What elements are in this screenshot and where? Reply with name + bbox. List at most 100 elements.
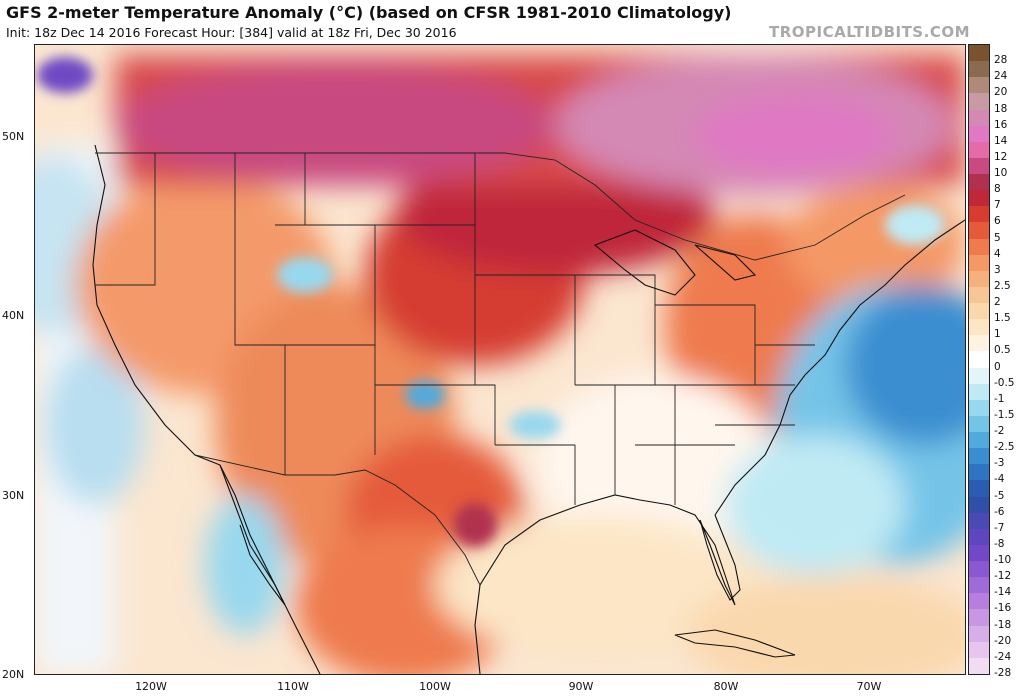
- colorbar-label: 2.5: [994, 279, 1011, 292]
- colorbar-label: 18: [994, 102, 1008, 115]
- colorbar-label: 0.5: [994, 344, 1011, 357]
- colorbar-swatch: [969, 609, 989, 627]
- colorbar-label: -16: [994, 602, 1012, 615]
- colorbar-swatch: [969, 157, 989, 175]
- colorbar-label: -8: [994, 537, 1005, 550]
- map-title: GFS 2-meter Temperature Anomaly (°C) (ba…: [6, 3, 732, 22]
- lon-label-80w: 80W: [713, 680, 739, 693]
- colorbar-label: 16: [994, 118, 1008, 131]
- colorbar-swatch: [969, 190, 989, 207]
- colorbar-label: 12: [994, 150, 1008, 163]
- colorbar-swatch: [969, 303, 989, 320]
- colorbar-swatch: [969, 464, 989, 481]
- colorbar-swatch: [969, 593, 989, 610]
- colorbar-label: -2.5: [994, 441, 1015, 454]
- colorbar-label: 7: [994, 199, 1001, 212]
- anomaly-map: [34, 44, 966, 675]
- colorbar-label: 2: [994, 296, 1001, 309]
- colorbar-label: 4: [994, 247, 1001, 260]
- colorbar-label: -3: [994, 457, 1005, 470]
- colorbar-label: -12: [994, 570, 1012, 583]
- colorbar-swatch: [969, 77, 989, 94]
- cuba: [674, 629, 796, 658]
- colorbar-swatch: [969, 174, 989, 191]
- colorbar-label: 24: [994, 70, 1008, 83]
- lat-label-40n: 40N: [2, 309, 25, 322]
- baja-peninsula: [219, 464, 286, 606]
- colorbar-label: 6: [994, 215, 1001, 228]
- colorbar-swatch: [969, 335, 989, 352]
- colorbar-swatch: [969, 415, 989, 433]
- colorbar-label: -18: [994, 618, 1012, 631]
- colorbar-swatch: [969, 496, 989, 514]
- colorbar-label: -10: [994, 554, 1012, 567]
- colorbar-label: 1: [994, 328, 1001, 341]
- colorbar: [968, 44, 990, 675]
- colorbar-swatch: [969, 238, 989, 256]
- colorbar-label: 14: [994, 134, 1008, 147]
- colorbar-label: -14: [994, 586, 1012, 599]
- colorbar-label: 10: [994, 167, 1008, 180]
- anomaly-field: [35, 55, 965, 674]
- lon-label-90w: 90W: [568, 680, 594, 693]
- colorbar-swatch: [969, 399, 989, 417]
- colorbar-swatch: [969, 480, 989, 498]
- colorbar-swatch: [969, 61, 989, 78]
- colorbar-swatch: [969, 286, 989, 304]
- colorbar-label: 3: [994, 263, 1001, 276]
- colorbar-swatch: [969, 544, 989, 562]
- us-canada-border: [95, 152, 906, 261]
- colorbar-label: -6: [994, 505, 1005, 518]
- colorbar-swatch: [969, 577, 989, 594]
- florida: [699, 514, 741, 601]
- lat-label-20n: 20N: [2, 668, 25, 681]
- forecast-info: Init: 18z Dec 14 2016 Forecast Hour: [38…: [6, 25, 457, 40]
- colorbar-swatch: [969, 351, 989, 369]
- lon-label-70w: 70W: [856, 680, 882, 693]
- atlantic-coast: [714, 219, 965, 516]
- colorbar-swatch: [969, 270, 989, 288]
- colorbar-swatch: [969, 657, 989, 675]
- colorbar-label: -20: [994, 634, 1012, 647]
- colorbar-label: -4: [994, 473, 1005, 486]
- colorbar-label: 28: [994, 54, 1008, 67]
- lon-label-100w: 100W: [419, 680, 451, 693]
- colorbar-swatch: [969, 125, 989, 143]
- site-watermark: TROPICALTIDBITS.COM: [769, 23, 970, 41]
- colorbar-swatch: [969, 367, 989, 385]
- colorbar-label: -1.5: [994, 408, 1015, 421]
- colorbar-swatch: [969, 528, 989, 546]
- colorbar-swatch: [969, 141, 989, 159]
- colorbar-label: 5: [994, 231, 1001, 244]
- lat-label-50n: 50N: [2, 130, 25, 143]
- colorbar-label: -2: [994, 425, 1005, 438]
- colorbar-label: -24: [994, 650, 1012, 663]
- colorbar-swatch: [969, 109, 989, 127]
- great-lakes: [593, 229, 757, 296]
- colorbar-label: 20: [994, 86, 1008, 99]
- colorbar-swatch: [969, 45, 989, 62]
- colorbar-swatch: [969, 222, 989, 240]
- colorbar-swatch: [969, 641, 989, 659]
- colorbar-label: 8: [994, 183, 1001, 196]
- colorbar-swatch: [969, 625, 989, 643]
- coastlines: [92, 144, 965, 674]
- colorbar-label: -28: [994, 667, 1012, 679]
- pacific-coast: [92, 144, 321, 674]
- colorbar-swatch: [969, 512, 989, 530]
- us-mexico-border: [194, 454, 481, 586]
- colorbar-swatch: [969, 254, 989, 272]
- colorbar-swatch: [969, 448, 989, 465]
- state-borders: [95, 152, 906, 586]
- gulf-coast: [474, 494, 736, 674]
- lon-label-120w: 120W: [135, 680, 167, 693]
- colorbar-label: -1: [994, 392, 1005, 405]
- colorbar-label: 1.5: [994, 312, 1011, 325]
- colorbar-swatch: [969, 319, 989, 336]
- colorbar-swatch: [969, 432, 989, 449]
- colorbar-swatch: [969, 206, 989, 223]
- lon-label-110w: 110W: [277, 680, 309, 693]
- colorbar-label: 0: [994, 360, 1001, 373]
- colorbar-swatch: [969, 93, 989, 110]
- colorbar-swatch: [969, 383, 989, 401]
